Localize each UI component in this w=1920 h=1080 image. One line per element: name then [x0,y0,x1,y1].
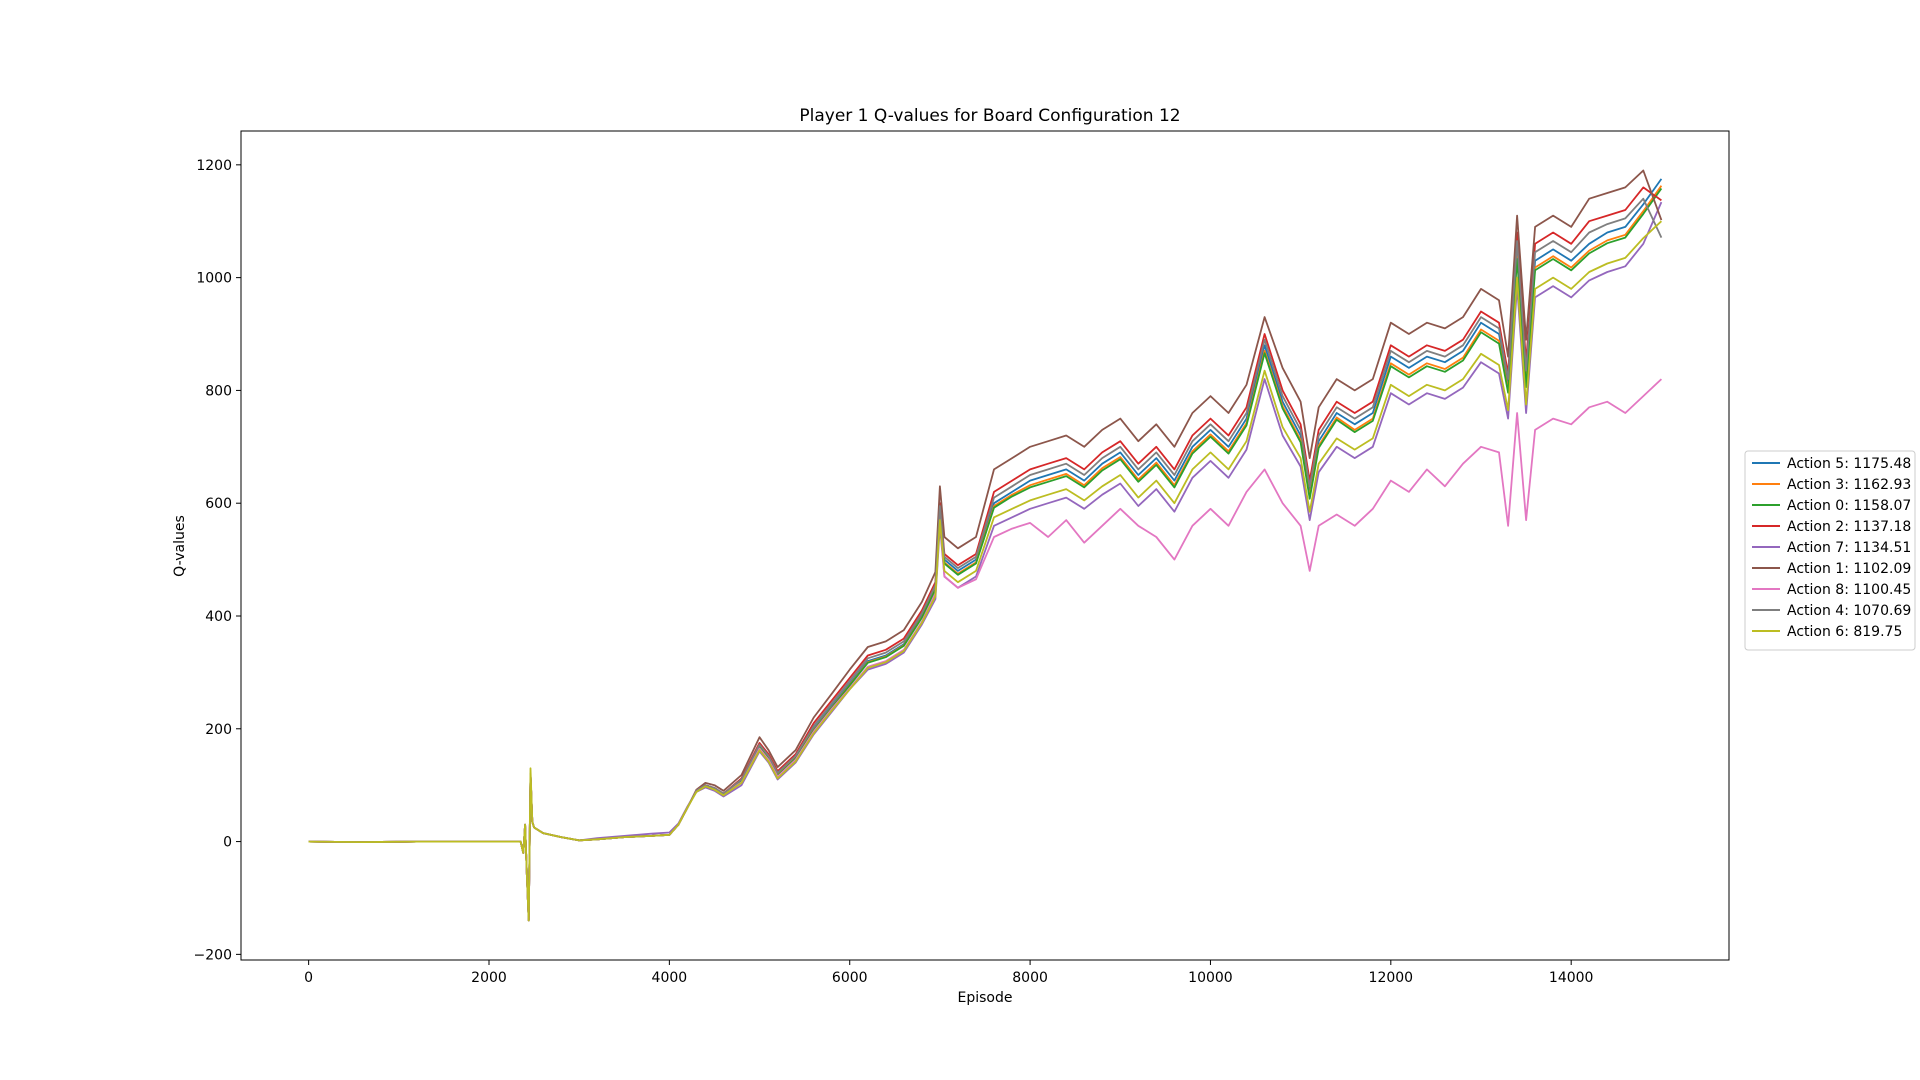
x-axis-title: Episode [958,990,1013,1006]
series-line-8 [308,220,1663,922]
x-tick-label: 4000 [652,970,688,986]
y-tick-label: 1000 [196,271,232,287]
legend-label: Action 3: 1162.93 [1787,477,1911,493]
legend-label: Action 7: 1134.51 [1787,540,1911,556]
series-layer [308,169,1663,922]
x-axis: 0 2000 4000 6000 8000 10000 12000 14000 [304,960,1593,986]
y-tick-label: −200 [194,947,232,963]
legend-label: Action 8: 1100.45 [1787,582,1911,598]
y-tick-label: 0 [223,835,232,851]
y-tick-label: 200 [205,722,232,738]
plot-area-frame [240,130,1730,961]
legend-label: Action 1: 1102.09 [1787,561,1911,577]
y-tick-label: 400 [205,609,232,625]
y-tick-label: 600 [205,496,232,512]
x-tick-label: 10000 [1188,970,1233,986]
y-axis-title: Q-values [172,515,188,577]
x-tick-label: 14000 [1549,970,1594,986]
legend-label: Action 2: 1137.18 [1787,519,1911,535]
legend-label: Action 5: 1175.48 [1787,456,1911,472]
x-tick-label: 2000 [471,970,507,986]
x-tick-label: 12000 [1369,970,1414,986]
legend-label: Action 0: 1158.07 [1787,498,1911,514]
legend-box [1744,450,1916,651]
legend-label: Action 6: 819.75 [1787,624,1902,640]
chart-title: Player 1 Q-values for Board Configuratio… [799,106,1180,126]
legend: Action 5: 1175.48 Action 3: 1162.93 Action… [1744,450,1916,651]
legend-label: Action 4: 1070.69 [1787,603,1911,619]
y-tick-label: 800 [205,383,232,399]
x-tick-label: 6000 [832,970,868,986]
y-axis: −200 0 200 400 600 800 1000 1200 [194,158,241,963]
x-tick-label: 0 [304,970,313,986]
x-tick-label: 8000 [1012,970,1048,986]
y-tick-label: 1200 [196,158,232,174]
